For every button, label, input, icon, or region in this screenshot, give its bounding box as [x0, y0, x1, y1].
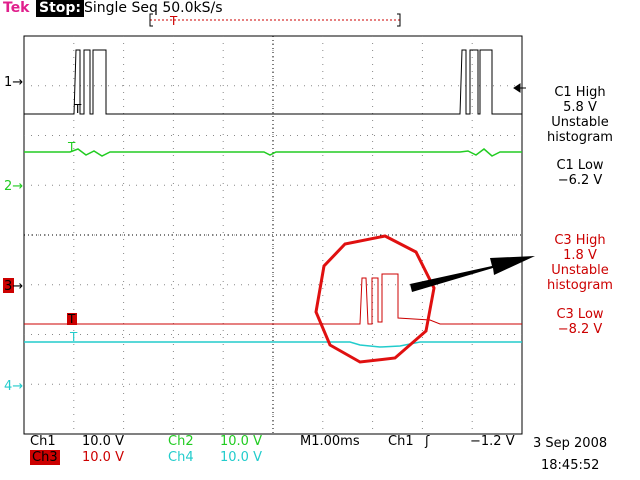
ch3-scale: 10.0 V [82, 450, 124, 465]
trigger-position-bar: T [149, 13, 401, 28]
ch1-trace-label: T [73, 102, 82, 116]
ch4-marker: 4→ [4, 379, 23, 394]
ch1-marker: 1→ [4, 75, 23, 90]
c1-low-value: −6.2 V [557, 173, 603, 188]
trigger-source: Ch1 [388, 434, 414, 449]
ch4-label: Ch4 [168, 450, 194, 465]
ch2-trace-label: T [67, 140, 76, 154]
brand-label: Tek [3, 0, 30, 16]
ch1-scale: 10.0 V [82, 434, 124, 449]
c3-low-label: C3 Low [556, 307, 604, 322]
ch3-trace [24, 273, 522, 325]
date: 3 Sep 2008 [533, 436, 608, 451]
c1-high-status2: histogram [547, 130, 613, 145]
ch2-label: Ch2 [168, 434, 194, 449]
c1-high-label: C1 High [554, 85, 606, 100]
ch2-trace [24, 148, 522, 157]
ch3-trace-label-bg [67, 313, 77, 325]
c3-high-label: C3 High [554, 233, 606, 248]
acquisition-mode: Single Seq 50.0kS/s [84, 0, 223, 16]
c3-high-status: Unstable [551, 263, 609, 278]
annotation-arrow-icon [410, 256, 535, 292]
graticule [23, 35, 523, 435]
ch1-label: Ch1 [30, 434, 56, 449]
c1-high-measurement: C1 High 5.8 V Unstable histogram [525, 85, 635, 145]
ch4-trace-label: T [69, 330, 78, 344]
time: 18:45:52 [541, 458, 600, 473]
c1-high-status: Unstable [551, 115, 609, 130]
ch3-trace-label: T [67, 312, 76, 326]
trigger-marker: T [169, 14, 178, 28]
c3-high-status2: histogram [547, 278, 613, 293]
c1-low-measurement: C1 Low −6.2 V [525, 158, 635, 188]
ch2-marker: 2→ [4, 179, 23, 194]
c3-low-value: −8.2 V [557, 322, 603, 337]
ch3-label: Ch3 [30, 450, 60, 465]
c3-low-measurement: C3 Low −8.2 V [525, 307, 635, 337]
c1-low-label: C1 Low [556, 158, 604, 173]
c3-high-measurement: C3 High 1.8 V Unstable histogram [525, 233, 635, 293]
ch3-marker: 3→ [4, 279, 23, 294]
ch4-trace [24, 341, 522, 348]
ch2-scale: 10.0 V [220, 434, 262, 449]
acquisition-state: Stop: [36, 0, 85, 17]
ch1-trace [24, 49, 522, 115]
ch4-scale: 10.0 V [220, 450, 262, 465]
timebase: M1.00ms [300, 434, 360, 449]
annotation-octagon [314, 234, 436, 364]
trigger-slope-icon: ʃ [425, 434, 430, 449]
c3-high-value: 1.8 V [563, 248, 597, 263]
c1-high-value: 5.8 V [563, 100, 597, 115]
trigger-level: −1.2 V [470, 434, 515, 449]
trigger-level-arrow-icon [513, 83, 526, 93]
